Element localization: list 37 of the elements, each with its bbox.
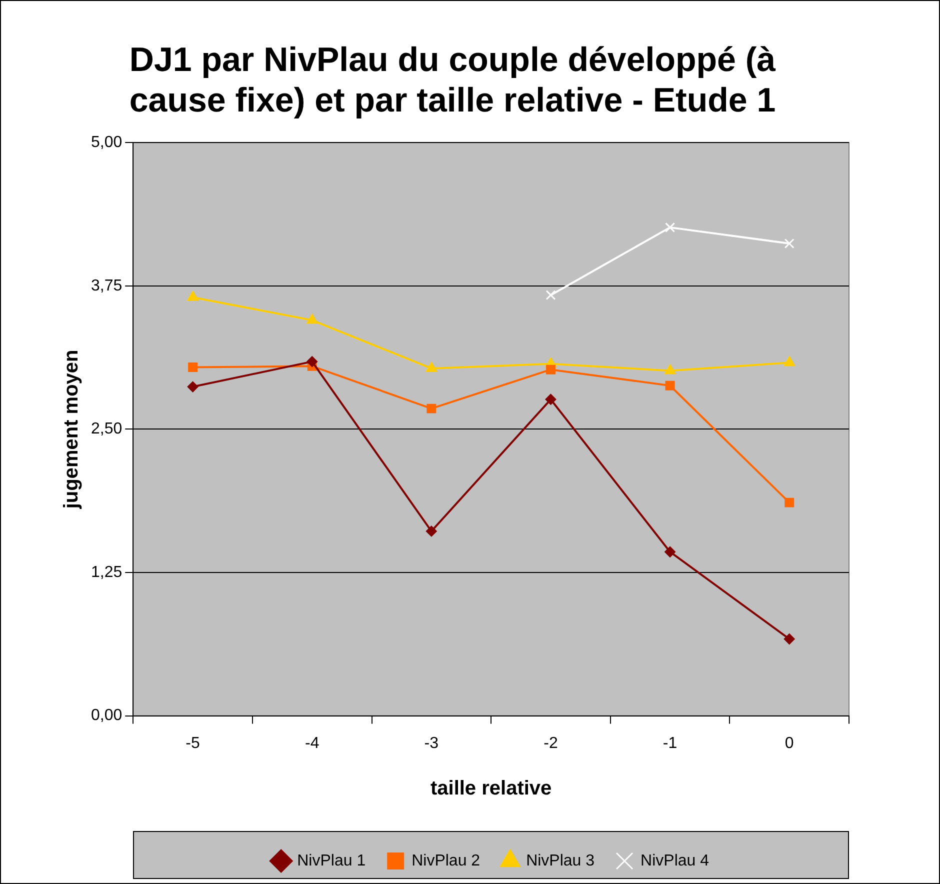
point (188, 362, 198, 372)
point (665, 380, 675, 390)
legend-label: NivPlau 3 (526, 852, 595, 870)
x-tick-label: -4 (304, 734, 320, 752)
x-tick-label: -2 (544, 734, 558, 752)
point (426, 362, 438, 372)
legend-label: NivPlau 1 (297, 852, 366, 870)
point (187, 290, 198, 301)
point (664, 364, 676, 374)
y-tick-label: 2,50 (91, 420, 122, 438)
point (546, 364, 556, 374)
point (664, 546, 676, 558)
point (306, 314, 318, 324)
point (784, 238, 794, 248)
point (426, 526, 437, 537)
point (665, 222, 676, 232)
y-tick-label: 3,75 (91, 277, 122, 294)
point (784, 498, 794, 508)
x-tick-label: -3 (424, 734, 439, 752)
y-tick-label: 5,00 (91, 134, 122, 152)
x-tick-label: 0 (784, 734, 794, 752)
chart-title: DJ1 par NivPlau du couple développé (à cause fixe) et par taille relative - Etude 1 (129, 40, 776, 120)
point (187, 381, 198, 392)
point (784, 356, 796, 366)
x-tick-label: -5 (186, 734, 200, 752)
point (306, 356, 318, 368)
point (546, 290, 556, 300)
point (784, 633, 795, 644)
x-axis-title: taille relative (430, 778, 552, 800)
y-tick-label: 0,00 (91, 707, 122, 724)
x-tick-label: -1 (662, 734, 678, 752)
legend-label: NivPlau 2 (412, 852, 480, 870)
point (545, 394, 556, 405)
y-tick-label: 1,25 (91, 564, 122, 581)
point (426, 404, 436, 414)
y-axis-title: jugement moyen (60, 350, 83, 510)
legend-label: NivPlau 4 (640, 852, 710, 870)
